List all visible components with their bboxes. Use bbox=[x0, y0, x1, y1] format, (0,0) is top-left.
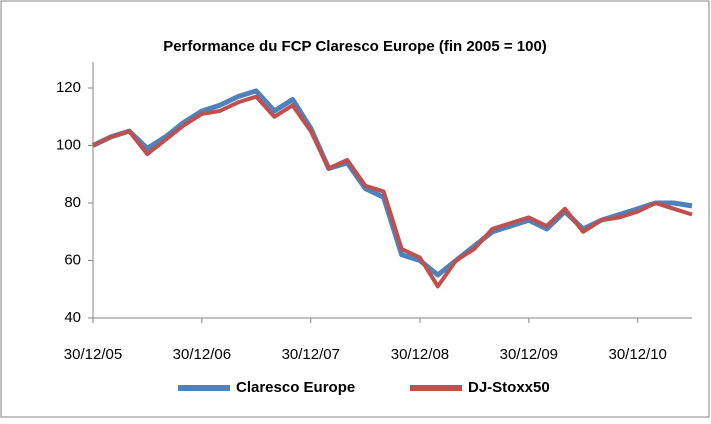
y-tick-label: 100 bbox=[56, 136, 81, 153]
y-tick-label: 40 bbox=[64, 309, 81, 326]
series-line bbox=[92, 94, 693, 289]
legend-label: Claresco Europe bbox=[236, 379, 355, 396]
y-tick-label: 60 bbox=[64, 251, 81, 268]
legend-label: DJ-Stoxx50 bbox=[468, 379, 550, 396]
x-tick-label: 30/12/10 bbox=[609, 346, 667, 363]
chart-title: Performance du FCP Claresco Europe (fin … bbox=[163, 38, 547, 55]
x-tick-label: 30/12/08 bbox=[391, 346, 449, 363]
y-tick-label: 120 bbox=[56, 79, 81, 96]
x-tick-label: 30/12/05 bbox=[64, 346, 122, 363]
x-tick-label: 30/12/07 bbox=[282, 346, 340, 363]
y-tick-label: 80 bbox=[64, 194, 81, 211]
x-tick-label: 30/12/09 bbox=[500, 346, 558, 363]
x-tick-label: 30/12/06 bbox=[173, 346, 231, 363]
